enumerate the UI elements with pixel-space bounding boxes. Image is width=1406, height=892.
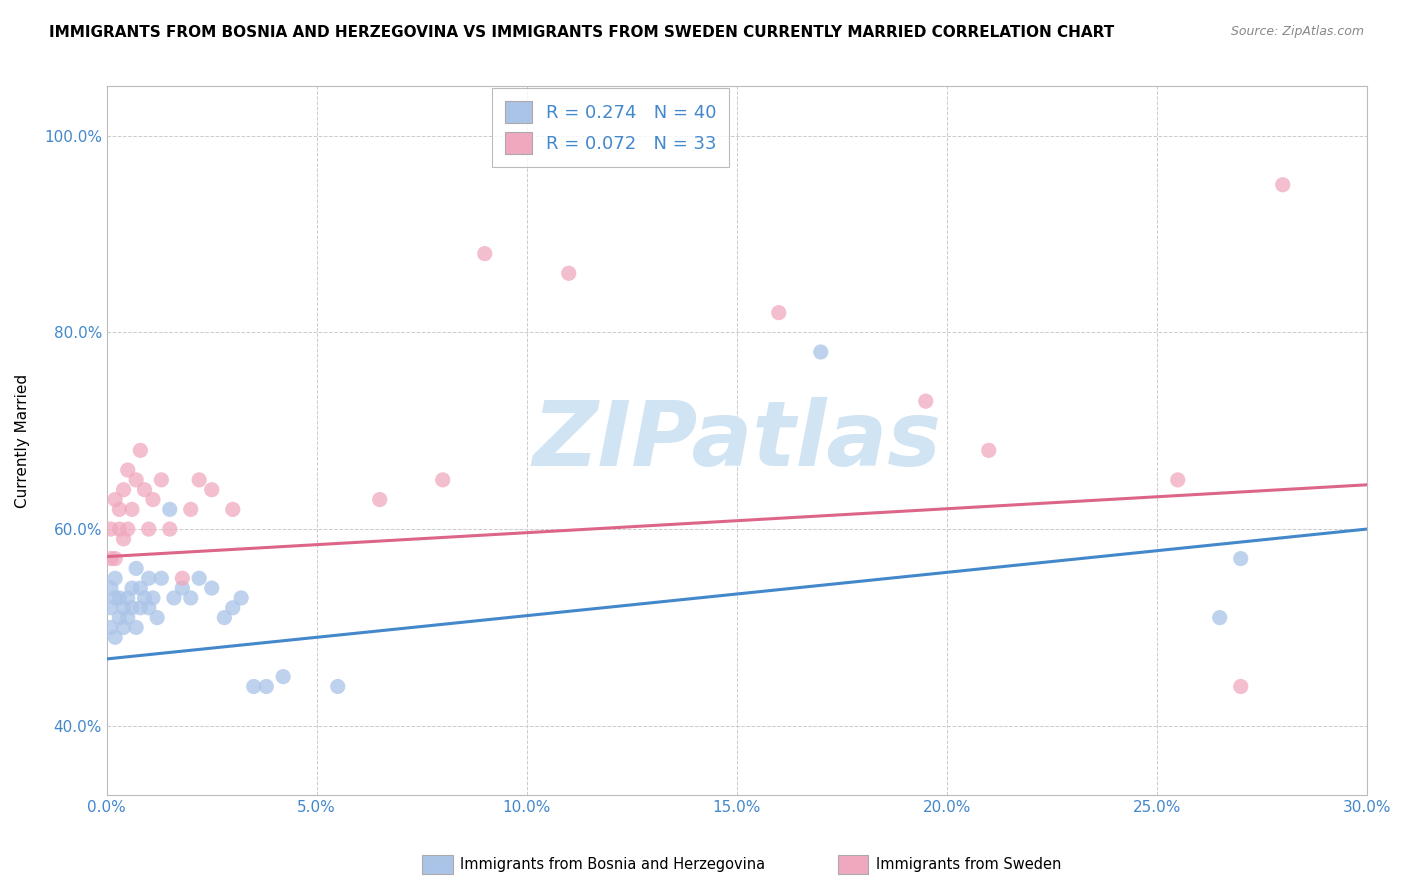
Point (121, 502, 143, 516)
Point (108, 610, 131, 624)
Text: Immigrants from Bosnia and Herzegovina: Immigrants from Bosnia and Herzegovina (460, 857, 765, 871)
Point (100, 600, 122, 615)
Point (150, 571, 173, 585)
Point (121, 581, 143, 595)
Point (138, 571, 160, 585)
Point (163, 591, 186, 605)
Point (558, 266, 581, 280)
Point (134, 483, 156, 497)
Point (112, 600, 135, 615)
Point (768, 305, 790, 319)
Point (100, 522, 122, 536)
Point (242, 680, 264, 694)
Point (125, 620, 148, 634)
Point (271, 670, 294, 684)
Point (231, 591, 253, 605)
Point (326, 680, 349, 694)
Point (142, 591, 165, 605)
Point (129, 600, 152, 615)
Point (138, 522, 160, 536)
Point (222, 502, 245, 516)
Point (1167, 473, 1189, 487)
Point (146, 610, 169, 624)
Point (977, 443, 1000, 458)
Point (1229, 680, 1251, 694)
Point (810, 345, 832, 359)
Point (188, 473, 211, 487)
Text: ZIPatlas: ZIPatlas (533, 397, 941, 484)
Point (172, 571, 194, 585)
Point (214, 610, 236, 624)
Point (159, 502, 181, 516)
Point (914, 394, 936, 409)
Point (100, 620, 122, 634)
Point (1209, 610, 1232, 624)
Point (134, 591, 156, 605)
Point (150, 473, 173, 487)
Point (368, 492, 391, 507)
Text: IMMIGRANTS FROM BOSNIA AND HERZEGOVINA VS IMMIGRANTS FROM SWEDEN CURRENTLY MARRI: IMMIGRANTS FROM BOSNIA AND HERZEGOVINA V… (49, 25, 1115, 40)
Point (108, 502, 131, 516)
Point (104, 492, 127, 507)
Point (100, 581, 122, 595)
Point (108, 522, 131, 536)
Point (180, 502, 202, 516)
Point (117, 522, 139, 536)
Point (104, 571, 127, 585)
Point (117, 591, 139, 605)
Point (117, 463, 139, 477)
Point (104, 630, 127, 644)
Point (100, 551, 122, 566)
Point (1229, 551, 1251, 566)
Point (112, 532, 135, 546)
Point (1271, 178, 1294, 192)
Point (159, 522, 181, 536)
Point (474, 246, 496, 260)
Y-axis label: Currently Married: Currently Married (15, 374, 30, 508)
Point (201, 483, 224, 497)
Text: Source: ZipAtlas.com: Source: ZipAtlas.com (1230, 25, 1364, 38)
Point (222, 600, 245, 615)
Point (121, 600, 143, 615)
Point (117, 610, 139, 624)
Point (108, 591, 131, 605)
Legend: R = 0.274   N = 40, R = 0.072   N = 33: R = 0.274 N = 40, R = 0.072 N = 33 (492, 88, 730, 167)
Point (432, 473, 454, 487)
Point (104, 591, 127, 605)
Text: Immigrants from Sweden: Immigrants from Sweden (876, 857, 1062, 871)
Point (142, 492, 165, 507)
Point (129, 443, 152, 458)
Point (104, 551, 127, 566)
Point (125, 473, 148, 487)
Point (129, 581, 152, 595)
Point (188, 571, 211, 585)
Point (201, 581, 224, 595)
Point (112, 483, 135, 497)
Point (180, 591, 202, 605)
Point (125, 561, 148, 575)
Point (254, 680, 277, 694)
Point (112, 620, 135, 634)
Point (138, 600, 160, 615)
Point (172, 581, 194, 595)
